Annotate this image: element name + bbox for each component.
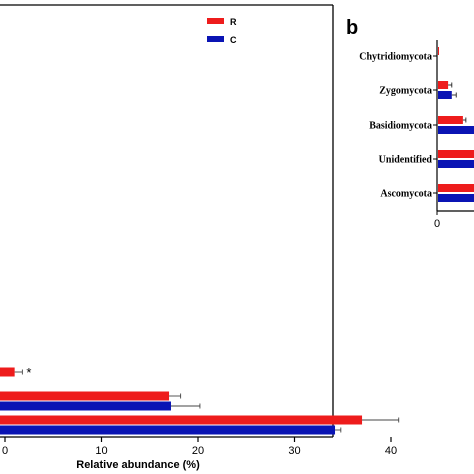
- panel-b-bar-c: [438, 194, 474, 202]
- panel-b-category-label: Unidentified: [379, 155, 433, 166]
- panel-a-bars: *: [0, 365, 400, 435]
- panel-b-category-label: Ascomycota: [380, 189, 432, 200]
- panel-b-label: b: [346, 17, 358, 39]
- legend-label-r: R: [230, 17, 237, 27]
- panel-a-x-tick-label: 10: [95, 445, 107, 457]
- panel-a-bar-r: [0, 415, 363, 425]
- panel-b-bars: [438, 47, 474, 202]
- panel-a-x-tick-label: 30: [288, 445, 300, 457]
- panel-a-bar-r: [0, 391, 170, 401]
- panel-a-x-ticks: 0 10 20 30 40: [2, 437, 397, 457]
- legend: R C: [207, 17, 237, 45]
- panel-b-bar-r: [438, 150, 474, 158]
- panel-b: b Chytridiomycota Zygomycota Basidiomycota…: [346, 17, 474, 230]
- panel-b-category-label: Chytridiomycota: [359, 52, 432, 63]
- panel-a: * 0 10 20 30 40 Relative abundance (%) R C: [0, 4, 400, 471]
- legend-label-c: C: [230, 35, 237, 45]
- panel-a-x-tick-label: 20: [192, 445, 204, 457]
- legend-swatch-r: [207, 18, 224, 24]
- panel-a-x-axis-title: Relative abundance (%): [76, 459, 200, 471]
- panel-b-bar-r: [438, 81, 449, 89]
- legend-swatch-c: [207, 36, 224, 42]
- panel-b-bar-r: [438, 47, 439, 55]
- panel-b-x-ticks: 0: [434, 211, 440, 230]
- panel-b-category-label: Zygomycota: [379, 86, 432, 97]
- panel-b-bar-r: [438, 116, 463, 124]
- panel-b-category-label: Basidiomycota: [369, 121, 432, 132]
- panel-b-bar-c: [438, 160, 474, 168]
- panel-b-bar-r: [438, 184, 474, 192]
- panel-a-bar-c: [0, 425, 336, 435]
- panel-b-x-tick-label: 0: [434, 218, 440, 230]
- panel-a-x-tick-label: 40: [385, 445, 397, 457]
- panel-b-bar-c: [438, 91, 452, 99]
- panel-a-significance-mark: *: [26, 365, 31, 380]
- panel-b-bar-c: [438, 126, 474, 134]
- panel-a-bar-c: [0, 401, 171, 411]
- panel-b-category-labels: Chytridiomycota Zygomycota Basidiomycota Un…: [359, 52, 437, 200]
- panel-a-x-tick-label: 0: [2, 445, 8, 457]
- panel-a-bar-r: [0, 367, 15, 377]
